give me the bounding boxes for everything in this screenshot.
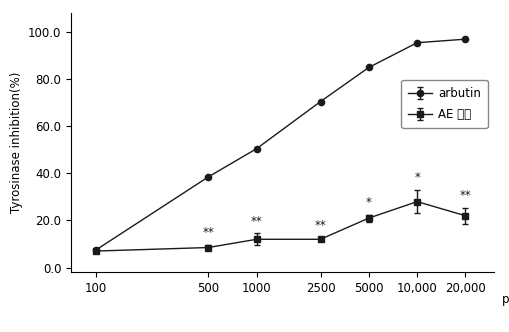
Text: *: * <box>414 171 420 184</box>
Text: **: ** <box>251 214 263 227</box>
Legend: arbutin, AE 열수: arbutin, AE 열수 <box>401 80 488 128</box>
Text: **: ** <box>203 226 214 239</box>
Text: *: * <box>366 196 372 209</box>
Text: ppm: ppm <box>502 293 509 306</box>
Text: **: ** <box>315 219 326 232</box>
Y-axis label: Tyrosinase inhibition(%): Tyrosinase inhibition(%) <box>10 72 22 213</box>
Text: **: ** <box>460 189 471 202</box>
